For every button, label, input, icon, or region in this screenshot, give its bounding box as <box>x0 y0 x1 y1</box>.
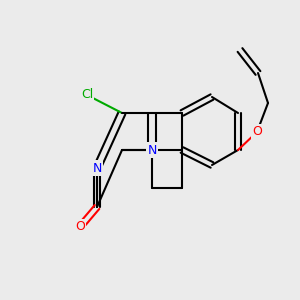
Text: N: N <box>92 161 102 175</box>
Text: O: O <box>75 220 85 233</box>
Text: O: O <box>252 125 262 139</box>
Text: Cl: Cl <box>81 88 93 101</box>
Text: N: N <box>147 143 157 157</box>
